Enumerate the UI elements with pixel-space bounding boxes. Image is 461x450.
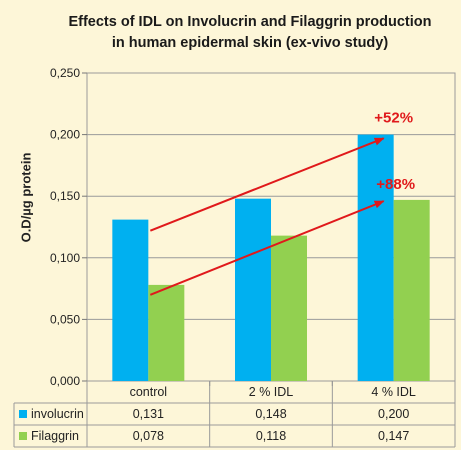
bar-involucrin-0 — [112, 219, 149, 381]
annotation-label: +88% — [376, 176, 415, 193]
annotation-arrow — [149, 137, 385, 232]
data-table-value: 0,118 — [256, 429, 286, 443]
y-tick-label: 0,050 — [50, 312, 80, 326]
bar-involucrin-2 — [357, 134, 394, 381]
legend-swatch — [19, 410, 27, 418]
y-tick-label: 0,250 — [50, 66, 80, 80]
bar-filaggrin-0 — [148, 284, 185, 381]
data-table-value: 0,147 — [378, 429, 409, 443]
y-tick-label: 0,200 — [50, 128, 80, 142]
y-tick-label: 0,100 — [50, 251, 80, 265]
bar-filaggrin-2 — [393, 199, 430, 381]
data-table-value: 0,200 — [378, 407, 409, 421]
legend-label: involucrin — [31, 407, 84, 421]
data-table-value: 0,131 — [133, 407, 164, 421]
legend-swatch — [19, 432, 27, 440]
annotation-arrow — [149, 200, 385, 296]
bar-filaggrin-1 — [271, 235, 307, 381]
y-tick-label: 0,150 — [50, 189, 80, 203]
x-category-label: 2 % IDL — [249, 385, 294, 399]
data-table-value: 0,148 — [255, 407, 286, 421]
chart-title: Effects of IDL on Involucrin and Filaggr… — [60, 12, 440, 54]
chart-title-line2: in human epidermal skin (ex-vivo study) — [111, 35, 389, 51]
y-tick-label: 0,000 — [50, 374, 80, 388]
x-category-label: 4 % IDL — [371, 385, 416, 399]
bar-involucrin-1 — [235, 198, 271, 381]
data-table-value: 0,078 — [133, 429, 164, 443]
annotation-label: +52% — [374, 109, 413, 126]
chart-title-line1: Effects of IDL on Involucrin and Filaggr… — [68, 14, 432, 30]
x-category-label: control — [130, 385, 168, 399]
legend-label: Filaggrin — [31, 429, 79, 443]
